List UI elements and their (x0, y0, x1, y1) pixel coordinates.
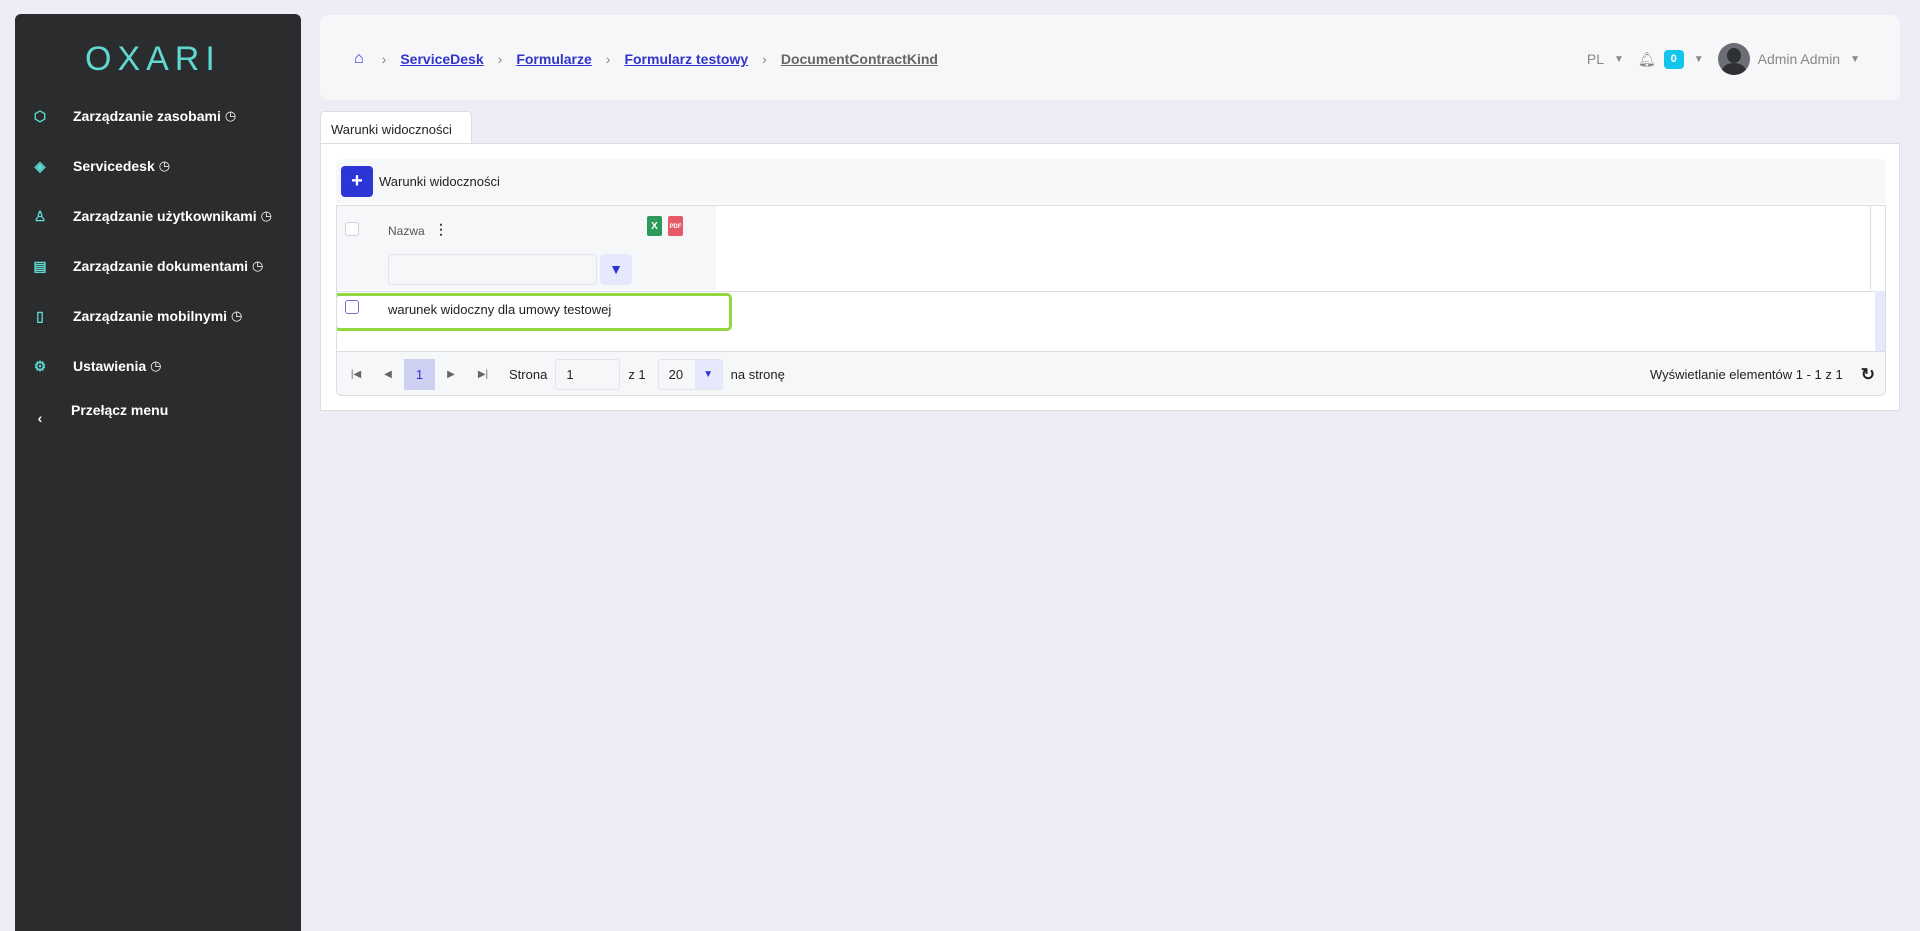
gauge-icon: ◷ (252, 258, 264, 273)
last-page-icon[interactable]: ▶| (477, 369, 489, 380)
mobile-icon: ▯ (36, 307, 44, 324)
headset-icon: ◈ (34, 157, 46, 174)
oxari-logo: OXARI (85, 40, 221, 78)
breadcrumb-formularz-testowy[interactable]: Formularz testowy (624, 51, 749, 67)
settings-gear-icon: ⚙ (33, 357, 47, 374)
sidebar-item-zasoby[interactable]: ⬡ Zarządzanie zasobami ◷ (15, 96, 301, 136)
avatar[interactable] (1717, 43, 1750, 75)
breadcrumb-servicedesk[interactable]: ServiceDesk (400, 51, 484, 67)
hexagons-icon: ⬡ (33, 107, 47, 124)
select-all-checkbox[interactable] (345, 222, 359, 236)
sidebar-item-settings[interactable]: ⚙ Ustawienia ◷ (15, 346, 301, 386)
toggle-menu-button[interactable]: ‹ Przełącz menu (15, 398, 301, 438)
sidebar-item-mobile[interactable]: ▯ Zarządzanie mobilnymi ◷ (15, 296, 301, 336)
pagination: |◀ ◀ 1 ▶ ▶| Strona 1 z 1 20 ▼ na stronę W… (337, 351, 1885, 395)
header: ⌂ › ServiceDesk › Formularze › Formularz te… (320, 15, 1900, 100)
caret-down-icon[interactable]: ▼ (1850, 53, 1860, 65)
language-selector[interactable]: PL (1586, 51, 1605, 67)
row-checkbox[interactable] (345, 300, 359, 314)
breadcrumb: ⌂ › ServiceDesk › Formularze › Formularz te… (354, 50, 938, 67)
gauge-icon: ◷ (158, 158, 171, 173)
row-nazwa: warunek widoczny dla umowy testowej (388, 302, 612, 317)
home-icon[interactable]: ⌂ (354, 50, 364, 67)
page-size-select[interactable]: 20 ▼ (657, 359, 723, 390)
pdf-export-icon[interactable]: PDF (668, 216, 683, 236)
next-page-icon[interactable]: ▶ (447, 369, 455, 380)
data-grid: Nazwa ⋮ X PDF ▼ warunek widoczny dla umo… (336, 205, 1886, 396)
sidebar-item-users[interactable]: ♙ Zarządzanie użytkownikami ◷ (15, 196, 301, 236)
sidebar-item-servicedesk[interactable]: ◈ Servicedesk ◷ (15, 146, 301, 186)
refresh-icon[interactable]: ↻ (1860, 364, 1875, 384)
content-panel: + Warunki widoczności Nazwa ⋮ X PDF ▼ wa… (320, 143, 1900, 411)
gauge-icon: ◷ (260, 208, 272, 223)
excel-export-icon[interactable]: X (647, 216, 662, 236)
row-highlight (337, 293, 732, 331)
nav-label: Zarządzanie mobilnymi (73, 308, 228, 324)
chevron-left-icon: ‹ (37, 410, 43, 426)
nav-label: Zarządzanie dokumentami (73, 258, 249, 274)
gauge-icon: ◷ (224, 108, 237, 123)
nav-label: Zarządzanie zasobami (73, 108, 221, 124)
breadcrumb-formularze[interactable]: Formularze (516, 51, 592, 67)
grid-header: Nazwa ⋮ X PDF ▼ (337, 206, 716, 290)
documents-icon: ▤ (33, 257, 47, 274)
gauge-icon: ◷ (231, 308, 243, 323)
sidebar: OXARI ⬡ Zarządzanie zasobami ◷ ◈ Servicedes… (15, 14, 301, 931)
add-button[interactable]: + (341, 165, 373, 197)
page-label: Strona (509, 367, 548, 382)
nazwa-filter-input[interactable] (388, 254, 597, 285)
table-row[interactable]: warunek widoczny dla umowy testowej (337, 291, 1885, 351)
pager-summary: Wyświetlanie elementów 1 - 1 z 1 (1649, 367, 1843, 382)
add-label: Warunki widoczności (379, 173, 500, 189)
user-menu[interactable]: Admin Admin (1757, 51, 1841, 67)
per-page-label: na stronę (730, 367, 785, 382)
notification-badge[interactable]: 0 (1663, 49, 1684, 69)
grid-toolbar: + Warunki widoczności (336, 159, 1886, 203)
bell-icon[interactable]: 🔔︎ (1637, 50, 1656, 67)
nav-label: Servicedesk (73, 158, 155, 174)
caret-down-icon[interactable]: ▼ (1693, 53, 1704, 65)
header-divider (1870, 206, 1871, 290)
column-header-nazwa[interactable]: Nazwa (388, 224, 425, 238)
filter-icon[interactable]: ▼ (600, 254, 632, 285)
of-label: z 1 (628, 367, 646, 382)
prev-page-icon[interactable]: ◀ (384, 369, 392, 380)
page-input[interactable]: 1 (555, 359, 621, 390)
first-page-icon[interactable]: |◀ (350, 369, 362, 380)
org-users-icon: ♙ (33, 207, 47, 224)
page-1-button[interactable]: 1 (404, 359, 435, 390)
page-size-value: 20 (668, 367, 684, 382)
gauge-icon: ◷ (150, 358, 162, 373)
scrollbar[interactable] (1875, 291, 1885, 351)
breadcrumb-current: DocumentContractKind (780, 51, 938, 67)
toggle-label: Przełącz menu (71, 402, 169, 418)
nav-label: Zarządzanie użytkownikami (73, 208, 257, 224)
nav-label: Ustawienia (73, 358, 147, 374)
caret-down-icon[interactable]: ▼ (1614, 53, 1624, 65)
sidebar-item-documents[interactable]: ▤ Zarządzanie dokumentami ◷ (15, 246, 301, 286)
caret-down-icon[interactable]: ▼ (694, 360, 722, 389)
tab-warunki-widocznosci[interactable]: Warunki widoczności (320, 111, 472, 144)
column-menu-icon[interactable]: ⋮ (434, 221, 448, 237)
